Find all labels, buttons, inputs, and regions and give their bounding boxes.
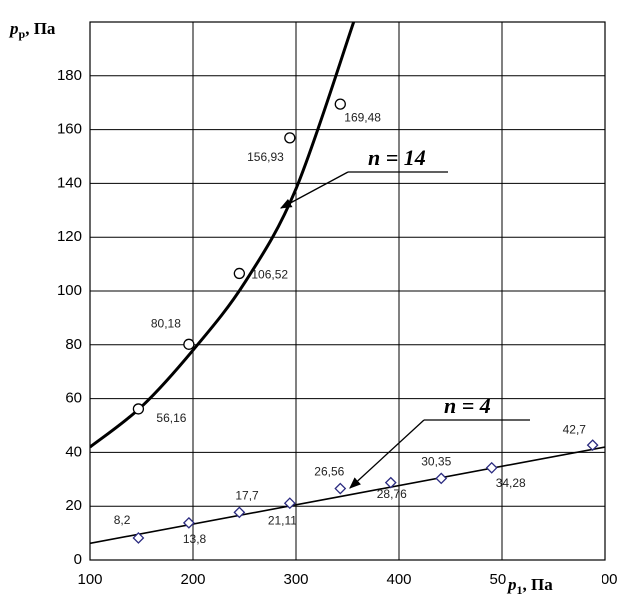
data-label: 8,2 [114,513,131,527]
data-label: 56,16 [156,411,186,425]
data-point [284,132,296,144]
x-axis-label-part: p [506,575,517,594]
data-label: 17,7 [235,489,259,503]
data-point [384,476,397,489]
annotation-arrow [349,419,425,489]
data-label: 26,56 [314,465,344,479]
x-tick-label: 400 [386,571,411,588]
data-label: 169,48 [344,110,381,124]
fit-line [90,446,605,545]
data-label: 34,28 [496,476,526,490]
y-tick-label: 0 [74,551,82,568]
fit-line [90,22,356,449]
x-label-bg [506,574,602,600]
data-label: 80,18 [151,316,181,330]
annotation: n = 14 [368,145,426,170]
y-axis-label: pр, Па [8,19,56,41]
data-label: 21,11 [268,513,297,527]
data-label: 28,76 [377,487,407,501]
annotation-arrow [279,171,349,209]
y-tick-label: 160 [57,121,82,138]
data-point [233,506,246,519]
data-point [334,98,346,110]
plot-border [89,21,606,561]
data-label: 30,35 [421,455,451,469]
data-label: 156,93 [247,150,284,164]
data-point [182,516,195,529]
plot-area [90,22,605,545]
x-tick-label: 200 [180,571,205,588]
data-point [132,532,145,544]
data-point [132,403,145,415]
y-tick-label: 180 [57,67,82,84]
data-point [586,439,599,452]
data-label: 106,52 [251,268,288,282]
x-axis-label: p1, Па [506,575,553,597]
data-label: 13,8 [183,532,207,546]
data-point [283,497,296,510]
y-tick-label: 80 [65,336,82,353]
data-point [233,267,246,280]
y-tick-label: 60 [65,390,82,407]
x-axis-label-part: , Па [523,575,554,594]
y-tick-label: 120 [57,228,82,245]
y-tick-label: 140 [57,174,82,191]
data-label: 42,7 [563,422,587,436]
x-axis-label-part: 1 [517,583,523,597]
annotation: n = 4 [444,393,491,418]
y-tick-label: 20 [65,497,82,514]
x-tick-label: 300 [283,571,308,588]
y-tick-label: 40 [65,443,82,460]
data-point [485,461,498,474]
data-point [183,338,195,350]
data-point [435,472,448,485]
y-tick-label: 100 [57,282,82,299]
x-tick-label: 100 [77,571,102,588]
data-point [334,482,347,495]
